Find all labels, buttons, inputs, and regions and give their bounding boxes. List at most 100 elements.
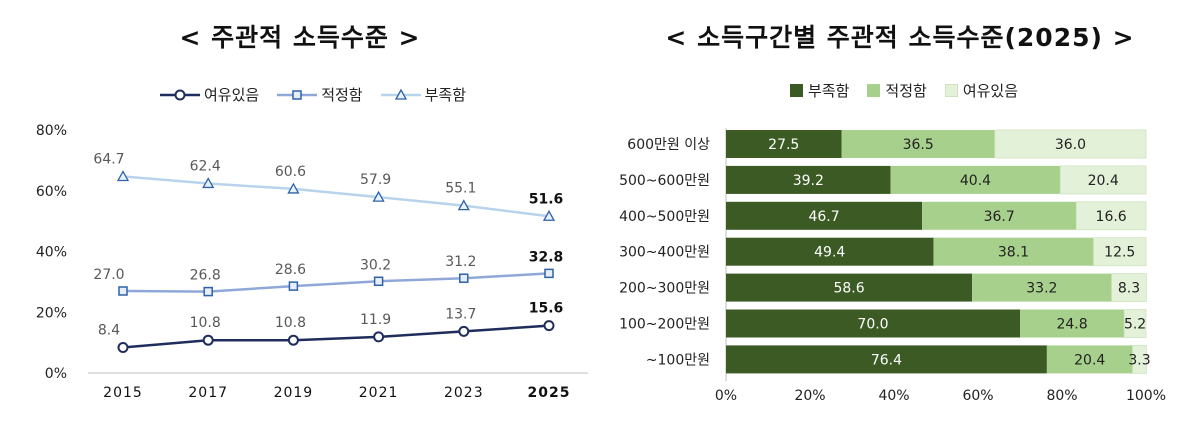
triangle-marker-icon	[380, 88, 421, 100]
legend-item-shortage: 부족함	[380, 84, 467, 105]
category-label: 200~300만원	[619, 281, 710, 297]
bar-label-surplus: 36.0	[1055, 137, 1086, 153]
data-label-adequate: 26.8	[190, 268, 221, 284]
legend-item-adequate: 적정함	[277, 84, 363, 105]
data-point-adequate	[203, 286, 213, 297]
category-label: 400~500만원	[619, 209, 710, 225]
bar-segment-surplus	[1093, 237, 1147, 267]
x-tick-label: 40%	[878, 388, 909, 404]
data-label-adequate: 28.6	[275, 262, 306, 278]
x-tick-label: 2021	[359, 385, 399, 401]
legend-item-surplus-bar: 여유있음	[944, 80, 1019, 101]
legend-label-adequate-bar: 적정함	[885, 82, 927, 100]
bar-segment-adequate	[841, 130, 995, 158]
data-label-adequate: 27.0	[93, 267, 124, 283]
bar-segment-adequate	[972, 273, 1112, 302]
bar-segment-shortage	[726, 309, 1020, 338]
data-label-shortage: 60.6	[275, 164, 306, 180]
bar-label-surplus: 20.4	[1088, 173, 1119, 189]
bar-segment-surplus	[1075, 201, 1147, 231]
data-point-shortage	[457, 199, 470, 211]
data-point-surplus	[287, 334, 299, 346]
y-tick-label: 20%	[36, 305, 67, 321]
surplus-swatch-icon	[944, 84, 958, 97]
legend-label-surplus-bar: 여유있음	[962, 82, 1019, 100]
bar-chart-panel: < 소득구간별 주관적 소득수준(2025) > 부족함 적정함 여유있음 60…	[600, 0, 1200, 428]
bar-segment-shortage	[726, 273, 973, 302]
adequate-swatch-icon	[867, 84, 881, 97]
data-label-shortage: 55.1	[445, 181, 476, 197]
data-label-surplus: 13.7	[445, 306, 476, 322]
bar-label-shortage: 46.7	[808, 209, 839, 225]
x-tick-label: 2019	[274, 385, 314, 401]
data-point-shortage	[542, 209, 556, 221]
category-label: ~100만원	[646, 352, 710, 368]
x-tick-label: 0%	[715, 388, 737, 404]
bar-segment-surplus	[994, 129, 1147, 159]
data-label-shortage: 57.9	[360, 172, 391, 188]
data-label-shortage: 62.4	[190, 158, 221, 174]
bar-segment-adequate	[890, 165, 1061, 194]
data-label-surplus: 15.6	[529, 301, 564, 317]
x-tick-label: 20%	[794, 388, 825, 404]
bar-segment-surplus	[1059, 165, 1147, 195]
bar-label-shortage: 39.2	[793, 173, 824, 189]
y-tick-label: 80%	[36, 123, 67, 139]
bar-label-adequate: 36.7	[984, 209, 1015, 225]
data-point-surplus	[117, 341, 129, 353]
data-label-adequate: 31.2	[445, 254, 476, 270]
data-label-shortage: 64.7	[93, 151, 124, 167]
y-tick-label: 60%	[36, 184, 67, 200]
bar-label-shortage: 58.6	[833, 281, 864, 297]
data-label-surplus: 11.9	[360, 312, 391, 328]
x-tick-label: 2025	[528, 385, 571, 401]
data-point-surplus	[373, 331, 385, 343]
bar-segment-surplus	[1111, 273, 1147, 303]
data-label-surplus: 10.8	[190, 315, 221, 331]
bar-label-surplus: 8.3	[1118, 281, 1140, 297]
line-chart-panel: < 주관적 소득수준 > 여유있음 적정함 부족함 0% 20% 40% 60% 80%…	[36, 23, 588, 401]
x-tick-label: 2023	[444, 385, 484, 401]
bar-label-surplus: 5.2	[1124, 317, 1146, 333]
bar-label-shortage: 76.4	[871, 352, 902, 368]
bar-segment-shortage	[726, 237, 934, 266]
legend-label-shortage: 부족함	[424, 86, 467, 104]
bar-label-adequate: 38.1	[998, 245, 1029, 261]
data-label-surplus: 10.8	[275, 315, 306, 331]
shortage-swatch-icon	[790, 84, 803, 97]
data-point-shortage	[372, 190, 385, 202]
legend-item-surplus: 여유있음	[160, 84, 259, 105]
x-tick-label: 2015	[103, 385, 143, 401]
data-point-surplus	[202, 334, 214, 346]
bar-chart-plot: 600만원 이상 27.5 36.5 36.0 500~600만원 39.2 40.4 20.…	[619, 128, 1166, 404]
category-label: 100~200만원	[619, 317, 710, 333]
square-marker-icon	[277, 89, 318, 100]
bar-segment-surplus	[1123, 309, 1147, 338]
legend-label-surplus: 여유있음	[204, 86, 260, 104]
x-tick-label: 2017	[188, 385, 228, 401]
bar-segment-shortage	[726, 345, 1047, 374]
bar-label-adequate: 33.2	[1026, 281, 1057, 297]
data-point-adequate	[288, 281, 299, 291]
data-point-surplus	[458, 325, 470, 337]
data-point-shortage	[202, 177, 215, 189]
data-point-adequate	[118, 286, 128, 296]
data-label-surplus: 8.4	[98, 322, 120, 338]
legend-label-shortage-bar: 부족함	[808, 82, 850, 100]
data-point-shortage	[116, 170, 130, 182]
bar-segment-adequate	[1020, 309, 1125, 338]
data-point-surplus	[543, 320, 555, 332]
bar-label-shortage: 70.0	[857, 317, 888, 333]
bar-segment-adequate	[1046, 345, 1133, 374]
y-tick-label: 40%	[36, 245, 67, 261]
legend-item-adequate-bar: 적정함	[867, 80, 927, 101]
bar-segment-adequate	[933, 237, 1094, 266]
x-tick-label: 60%	[962, 388, 993, 404]
bar-label-surplus: 16.6	[1096, 209, 1127, 225]
series-line-shortage	[122, 175, 550, 218]
bar-label-adequate: 36.5	[903, 137, 934, 153]
data-label-shortage: 51.6	[529, 191, 564, 207]
x-tick-label: 80%	[1046, 388, 1077, 404]
circle-marker-icon	[160, 89, 200, 100]
legend-item-shortage-bar: 부족함	[790, 80, 849, 101]
